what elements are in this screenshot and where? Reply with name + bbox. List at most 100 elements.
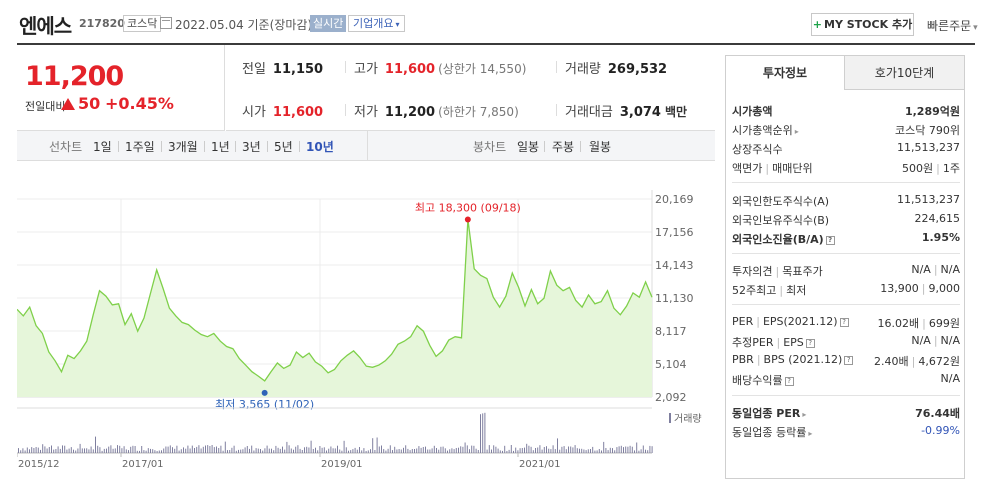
volume-bar [161,450,162,453]
realtime-button[interactable]: 실시간 [310,15,347,32]
help-icon[interactable]: ? [805,338,815,348]
volume-bar [301,450,303,453]
help-icon[interactable]: ? [784,376,794,386]
volume-bar [543,447,545,453]
foreign-holding-row: 외국인보유주식수(B) 224,615 [732,212,960,230]
volume-bar [154,450,156,453]
tab-3y[interactable]: 3년 [242,140,261,154]
volume-bar [502,450,503,453]
volume-bar [372,438,374,453]
volume-bar [315,447,316,453]
volume-bar [106,448,107,453]
row-value: 1,289억원 [904,105,960,118]
help-icon[interactable]: ? [839,317,849,327]
stat-value: 11,200 [384,105,436,120]
volume-bar [506,451,508,453]
volume-bar [306,446,308,453]
volume-bar [35,447,37,453]
tab-10y[interactable]: 10년 [306,140,334,154]
y-tick-label: 17,156 [655,226,694,239]
volume-bar [253,450,255,453]
tab-5y[interactable]: 5년 [274,140,293,154]
low-marker [261,389,268,396]
volume-bar [537,447,539,453]
volume-bar [341,450,343,453]
volume-bar [350,450,352,453]
volume-bar [462,446,464,453]
tab-1w[interactable]: 1주일 [125,140,155,154]
volume-bar [405,445,407,453]
volume-bar [238,449,239,453]
volume-bar [132,445,134,453]
divider [556,61,557,73]
volume-bar [90,446,92,453]
stat-label: 저가 [354,105,378,120]
quick-order-dropdown[interactable]: 빠른주문 ▾ [927,17,978,34]
volume-bar [103,448,105,453]
row-label: 52주최고 [732,284,777,297]
help-icon[interactable]: ? [844,355,854,365]
volume-bar [407,448,409,453]
volume-bar [125,449,127,453]
tab-weekly[interactable]: 주봉 [552,140,575,154]
volume-bar [77,448,79,453]
volume-bar [44,446,46,453]
volume-bar [286,441,288,453]
volume-bar [631,446,633,453]
tab-monthly[interactable]: 월봉 [589,140,612,154]
high-label: 최고 18,300 (09/18) [415,201,521,214]
company-overview-dropdown[interactable]: 기업개요 ▾ [348,15,405,32]
volume-bar [273,450,275,453]
volume-bar [84,448,85,453]
tab-order-book-10[interactable]: 호가10단계 [845,56,964,90]
volume-bar [433,445,435,453]
volume-bar [449,449,451,453]
volume-bar [231,447,233,453]
row-label: EPS [783,336,804,349]
row-label: 추정PER [732,336,774,349]
industry-change-row[interactable]: 동일업종 등락률 ▸ -0.99% [732,424,960,442]
volume-bar [334,448,336,453]
price-change: 50 [78,94,101,113]
volume-bar [519,448,521,453]
volume-bar [233,445,235,453]
tab-daily[interactable]: 일봉 [517,140,540,154]
my-stock-add-button[interactable]: + MY STOCK 추가 [811,13,914,36]
price-chart[interactable]: 20,169 17,156 14,143 11,130 8,117 5,104 2,092 최… [17,190,715,479]
volume-bar [244,447,246,453]
divider [267,141,268,152]
volume-bar [172,447,173,453]
stat-low: 저가 11,200 (하한가 7,850) [354,101,519,120]
volume-bar [191,445,193,453]
tab-1y[interactable]: 1년 [211,140,230,154]
row-value: 76.44배 [915,407,960,420]
volume-bar [365,451,367,453]
stat-open: 시가 11,600 [242,101,323,120]
plus-icon: + [812,18,823,31]
chart-period-tabs: 선차트 1일 1주일 3개월 1년 3년 5년 10년 봉차트 일봉 주봉 월봉 [17,131,715,161]
current-price: 11,200 [25,61,124,92]
volume-bar [323,447,325,453]
industry-per-row[interactable]: 동일업종 PER ▸ 76.44배 [732,405,960,423]
tab-investment-info[interactable]: 투자정보 [726,56,845,90]
tab-3m[interactable]: 3개월 [168,140,198,154]
volume-bar [475,448,477,453]
high-marker [464,216,471,223]
divider [204,141,205,152]
market-cap-row: 시가총액 1,289억원 [732,103,960,121]
volume-bar [387,448,389,453]
volume-bar [158,450,160,453]
volume-legend-swatch [669,413,671,423]
volume-bar [249,448,250,453]
market-cap-rank-row[interactable]: 시가총액순위 ▸ 코스닥 790위 [732,122,960,140]
volume-bar [409,450,411,453]
volume-bar [242,449,244,453]
volume-bar [453,449,455,453]
stat-label: 시가 [242,105,266,120]
volume-bar [156,451,158,453]
help-icon[interactable]: ? [825,235,835,245]
volume-bar [37,447,39,453]
tab-1d[interactable]: 1일 [93,140,112,154]
volume-bar [163,448,165,453]
y-tick-label: 11,130 [655,292,694,305]
